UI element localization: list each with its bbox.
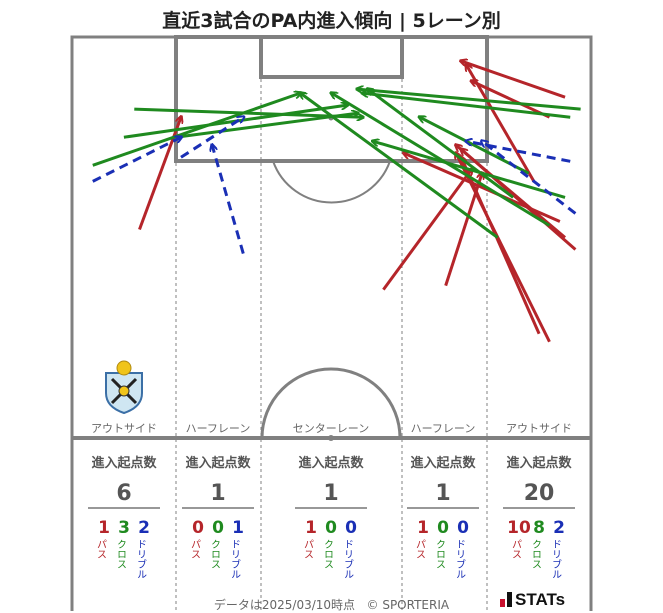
lane-4-pass-count: 10 xyxy=(507,518,531,538)
pass-arrow-9 xyxy=(404,153,561,223)
lane-4-dribble-count: 2 xyxy=(553,518,565,538)
lane-3-pass-label: パス xyxy=(414,539,426,559)
team-emblem-icon xyxy=(105,360,143,415)
lane-2-cross-count: 0 xyxy=(325,518,337,538)
chart-title: 直近3試合のPA内進入傾向 | 5レーン別 xyxy=(162,10,501,32)
lane-3-cross-count: 0 xyxy=(437,518,449,538)
lane-0-dribble-count: 2 xyxy=(138,518,150,538)
lane-total-4: 20 xyxy=(524,481,555,506)
lane-total-3: 1 xyxy=(435,481,450,506)
lane-4-cross-count: 8 xyxy=(533,518,545,538)
dribble-arrow-22 xyxy=(92,137,181,183)
copyright: © SPORTERIA xyxy=(366,598,450,612)
cross-arrow-18 xyxy=(357,89,581,111)
arrow-layer xyxy=(92,61,581,343)
pass-arrow-5 xyxy=(456,145,567,239)
lane-0-pass-count: 1 xyxy=(98,518,110,538)
lane-3-dribble-label: ドリブル xyxy=(454,539,466,579)
lane-1-cross-count: 0 xyxy=(212,518,224,538)
lane-name-2: センターレーン xyxy=(293,422,369,435)
center-spot xyxy=(328,435,334,441)
lane-1-pass-label: パス xyxy=(189,539,201,559)
pass-arrow-7 xyxy=(461,61,566,99)
cross-arrow-21 xyxy=(175,113,358,139)
lane-1-dribble-count: 1 xyxy=(232,518,244,538)
lane-total-1: 1 xyxy=(210,481,225,506)
stats-logo: STATs xyxy=(500,590,565,610)
lane-stat-label-0: 進入起点数 xyxy=(91,455,157,471)
center-circle xyxy=(260,367,402,439)
pass-arrow-8 xyxy=(472,81,551,119)
pass-arrow-1 xyxy=(382,169,471,291)
cross-arrow-11 xyxy=(92,93,301,167)
lane-1-dribble-label: ドリブル xyxy=(229,539,241,579)
lane-total-0: 6 xyxy=(116,481,131,506)
cross-arrow-16 xyxy=(368,89,515,199)
data-date: データは2025/03/10時点 xyxy=(213,598,356,612)
lane-total-2: 1 xyxy=(323,481,338,506)
lane-4-cross-label: クロス xyxy=(530,539,541,569)
penalty-arc xyxy=(272,160,391,204)
dribble-arrow-26 xyxy=(482,141,577,215)
lane-stat-label-3: 進入起点数 xyxy=(410,455,476,471)
lane-name-4: アウトサイド xyxy=(506,422,572,435)
cross-arrow-17 xyxy=(373,141,566,199)
lane-0-pass-label: パス xyxy=(95,539,107,559)
dribble-arrow-23 xyxy=(212,145,245,254)
lane-stats: アウトサイド進入起点数61パス3クロス2ドリブルハーフレーン進入起点数10パス0… xyxy=(88,422,575,579)
lane-0-cross-count: 3 xyxy=(118,518,130,538)
lane-2-dribble-label: ドリブル xyxy=(342,539,354,579)
cross-arrow-20 xyxy=(363,93,571,119)
logo-bar-icon xyxy=(507,592,512,607)
lane-2-pass-count: 1 xyxy=(305,518,317,538)
lane-name-0: アウトサイド xyxy=(91,422,157,435)
lane-4-dribble-label: ドリブル xyxy=(550,539,562,579)
dribble-arrow-25 xyxy=(466,141,571,163)
lane-1-pass-count: 0 xyxy=(192,518,204,538)
cross-arrow-13 xyxy=(134,107,362,117)
lane-3-cross-label: クロス xyxy=(434,539,445,569)
logo-mark-icon xyxy=(500,599,505,607)
lane-2-dribble-count: 0 xyxy=(345,518,357,538)
cross-arrow-15 xyxy=(332,93,551,227)
lane-name-3: ハーフレーン xyxy=(411,422,476,435)
lane-1-cross-label: クロス xyxy=(209,539,220,569)
lane-2-cross-label: クロス xyxy=(322,539,333,569)
lane-stat-label-4: 進入起点数 xyxy=(506,455,572,471)
lane-stat-label-2: 進入起点数 xyxy=(298,455,364,471)
lane-2-pass-label: パス xyxy=(302,539,314,559)
lane-0-cross-label: クロス xyxy=(115,539,126,569)
footer: データは2025/03/10時点 © SPORTERIA xyxy=(0,596,663,613)
lane-3-dribble-count: 0 xyxy=(457,518,469,538)
goal-area xyxy=(259,35,404,79)
lane-name-1: ハーフレーン xyxy=(186,422,251,435)
logo-text: STATs xyxy=(515,590,566,609)
lane-stat-label-1: 進入起点数 xyxy=(185,455,251,471)
pass-arrow-10 xyxy=(456,153,551,343)
lane-0-dribble-label: ドリブル xyxy=(135,539,147,579)
lane-3-pass-count: 1 xyxy=(417,518,429,538)
lane-4-pass-label: パス xyxy=(510,539,522,559)
dribble-arrow-24 xyxy=(180,117,243,159)
